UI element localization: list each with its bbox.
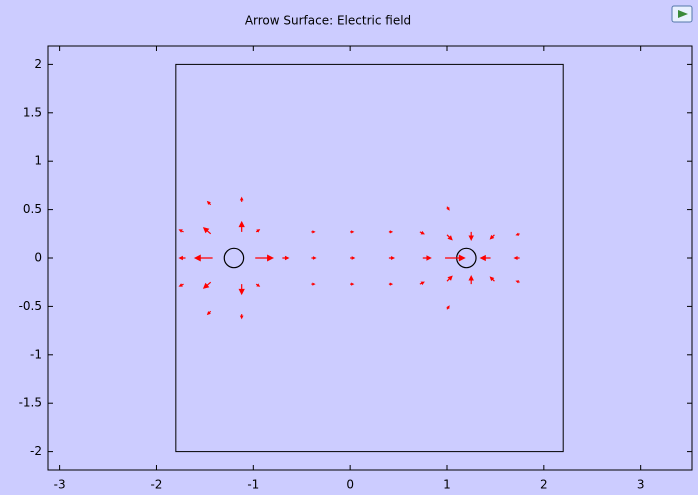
field-arrow (446, 234, 453, 241)
field-arrow (350, 230, 355, 234)
field-arrow (206, 200, 212, 206)
y-tick-label: 2 (34, 57, 42, 71)
y-tick-label: -1 (30, 347, 42, 361)
field-arrow (311, 230, 316, 234)
field-arrow (311, 256, 317, 260)
y-tick-label: 0 (34, 251, 42, 265)
field-arrow (479, 254, 491, 262)
field-arrow (515, 232, 520, 236)
field-arrow (419, 230, 425, 235)
field-arrow (388, 255, 396, 261)
field-arrow (311, 282, 316, 286)
field-arrow (468, 275, 474, 285)
x-tick-label: -3 (54, 478, 66, 492)
charge-boundary (223, 247, 245, 269)
x-tick-label: 3 (637, 478, 645, 492)
field-arrow (446, 206, 450, 211)
field-arrow (350, 282, 355, 286)
y-tick-label: -2 (30, 444, 42, 458)
field-arrow (350, 256, 356, 260)
field-arrow (489, 234, 495, 240)
app-icon[interactable] (671, 5, 693, 23)
field-arrow (178, 283, 184, 287)
field-arrow (238, 220, 245, 232)
field-arrow (238, 284, 245, 296)
field-arrow (388, 282, 394, 286)
field-arrow (178, 229, 184, 233)
field-arrow (419, 281, 425, 286)
field-arrow (515, 280, 520, 284)
x-tick-label: 0 (346, 478, 354, 492)
field-arrow (255, 229, 261, 233)
y-tick-label: 1.5 (23, 105, 42, 119)
chart-title: Arrow Surface: Electric field (245, 14, 411, 28)
field-arrow (445, 254, 466, 262)
field-arrow (255, 254, 275, 262)
field-arrow (202, 281, 212, 289)
field-arrow (193, 254, 213, 262)
field-arrow (239, 314, 244, 320)
field-arrow (513, 255, 520, 261)
field-arrow (178, 255, 186, 261)
field-arrow (489, 276, 495, 282)
x-tick-label: 1 (443, 478, 451, 492)
domain-boundary (175, 63, 564, 453)
plot-frame (47, 45, 693, 471)
field-arrow (239, 196, 244, 202)
y-tick-label: -1.5 (19, 396, 42, 410)
y-tick-label: 1 (34, 154, 42, 168)
field-arrow (446, 275, 453, 282)
x-tick-label: -1 (247, 478, 259, 492)
field-arrow (422, 255, 432, 261)
y-tick-label: -0.5 (19, 299, 42, 313)
x-tick-label: -2 (150, 478, 162, 492)
icon-glyph[interactable] (678, 10, 688, 18)
field-arrow (206, 310, 212, 316)
x-tick-label: 2 (540, 478, 548, 492)
field-arrow (468, 231, 474, 241)
y-tick-label: 0.5 (23, 202, 42, 216)
field-arrow (282, 255, 290, 261)
field-arrow (388, 230, 394, 234)
field-arrow (446, 305, 450, 310)
field-arrow (255, 283, 261, 287)
field-arrow (202, 227, 212, 235)
